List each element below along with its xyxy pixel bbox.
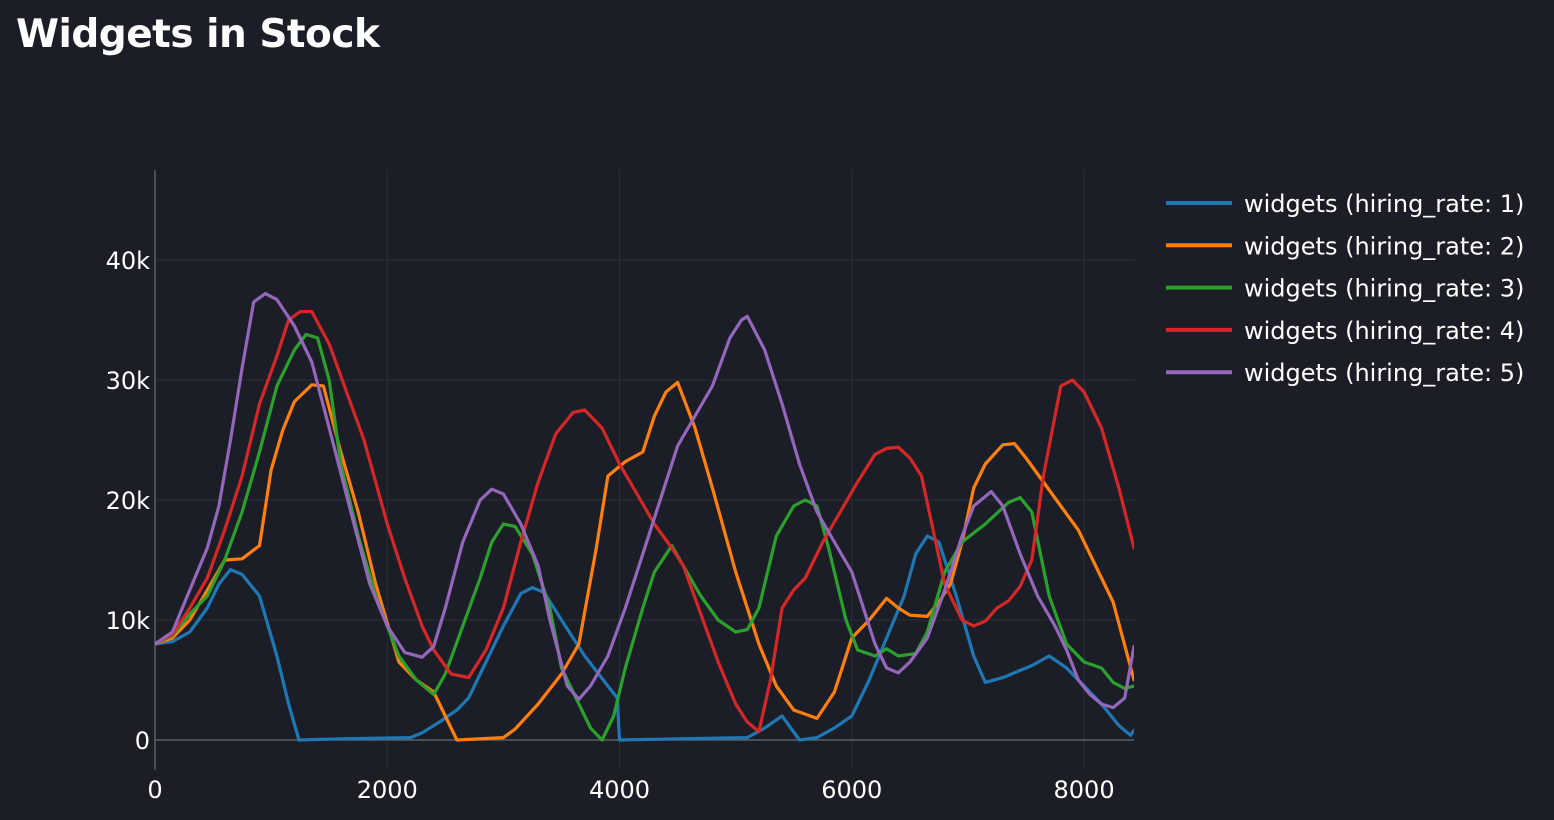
series-line-hiring-rate-5	[155, 292, 1134, 710]
series-line-hiring-rate-2	[155, 380, 1134, 742]
x-tick-label: 6000	[821, 776, 882, 804]
x-tick-label: 2000	[357, 776, 418, 804]
legend-item-hiring-rate-5[interactable]: widgets (hiring_rate: 5)	[1166, 359, 1524, 387]
legend-label: widgets (hiring_rate: 2)	[1244, 232, 1524, 260]
legend[interactable]: widgets (hiring_rate: 1) widgets (hiring_…	[1166, 190, 1524, 387]
y-tick-label: 30k	[106, 367, 151, 395]
chart-title: Widgets in Stock	[16, 12, 380, 57]
legend-item-hiring-rate-2[interactable]: widgets (hiring_rate: 2)	[1166, 232, 1524, 260]
series-line-hiring-rate-4	[155, 310, 1134, 734]
tick-labels: 0 10k 20k 30k 40k 0 2000 4000 6000 8000	[106, 247, 1115, 804]
y-tick-label: 10k	[106, 607, 151, 635]
legend-item-hiring-rate-4[interactable]: widgets (hiring_rate: 4)	[1166, 317, 1524, 345]
series-line-hiring-rate-3	[155, 332, 1134, 742]
x-tick-label: 0	[147, 776, 162, 804]
x-tick-label: 4000	[589, 776, 650, 804]
legend-label: widgets (hiring_rate: 3)	[1244, 275, 1524, 303]
y-tick-label: 20k	[106, 487, 151, 515]
legend-item-hiring-rate-3[interactable]: widgets (hiring_rate: 3)	[1166, 275, 1524, 303]
series-line-hiring-rate-1	[155, 534, 1134, 742]
y-tick-label: 0	[135, 727, 150, 755]
legend-item-hiring-rate-1[interactable]: widgets (hiring_rate: 1)	[1166, 190, 1524, 218]
legend-label: widgets (hiring_rate: 4)	[1244, 317, 1524, 345]
legend-label: widgets (hiring_rate: 1)	[1244, 190, 1524, 218]
grid	[155, 170, 1134, 770]
series-group	[155, 292, 1134, 742]
y-tick-label: 40k	[106, 247, 151, 275]
legend-label: widgets (hiring_rate: 5)	[1244, 359, 1524, 387]
x-tick-label: 8000	[1054, 776, 1115, 804]
